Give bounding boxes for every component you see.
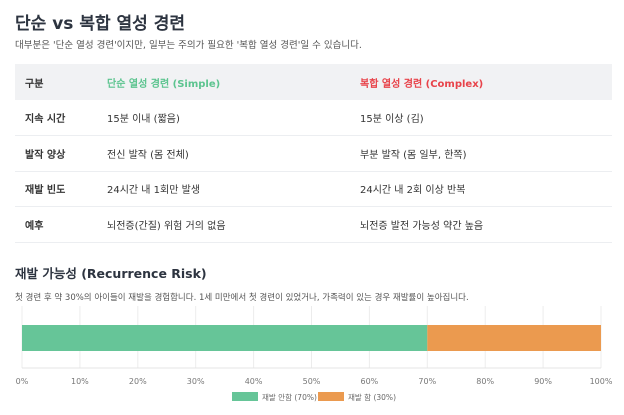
header-category: 구분 bbox=[15, 64, 107, 100]
legend-swatch bbox=[318, 392, 344, 401]
header-simple: 단순 열성 경련 (Simple) bbox=[107, 64, 360, 100]
row-label: 예후 bbox=[15, 206, 107, 243]
legend-swatch bbox=[232, 392, 258, 401]
complex-cell: 24시간 내 2회 이상 반복 bbox=[360, 171, 612, 207]
x-tick-label: 80% bbox=[476, 377, 494, 386]
table-row: 지속 시간 15분 이내 (짧음) 15분 이상 (김) bbox=[15, 100, 612, 136]
risk-title: 재발 가능성 (Recurrence Risk) bbox=[15, 266, 207, 281]
x-tick-label: 40% bbox=[245, 377, 263, 386]
x-tick-label: 10% bbox=[71, 377, 89, 386]
bar-segment bbox=[22, 325, 428, 351]
header-complex: 복합 열성 경련 (Complex) bbox=[360, 64, 612, 100]
x-tick-label: 90% bbox=[534, 377, 552, 386]
simple-cell: 15분 이내 (짧음) bbox=[107, 100, 360, 136]
bar-segment bbox=[427, 325, 601, 351]
row-label: 지속 시간 bbox=[15, 100, 107, 136]
x-tick-label: 30% bbox=[187, 377, 205, 386]
x-tick-label: 20% bbox=[129, 377, 147, 386]
recurrence-chart: 0% 10% 20% 30% 40% 50% 60% 70% 80% 90% 100% 재발 안함 (… bbox=[16, 306, 613, 402]
table-row: 재발 빈도 24시간 내 1회만 발생 24시간 내 2회 이상 반복 bbox=[15, 171, 612, 207]
risk-description: 첫 경련 후 약 30%의 아이들이 재발을 경험합니다. 1세 미만에서 첫 … bbox=[15, 293, 469, 303]
comparison-table: 구분 단순 열성 경련 (Simple) 복합 열성 경련 (Complex) … bbox=[15, 64, 612, 243]
page-title: 단순 vs 복합 열성 경련 bbox=[15, 14, 185, 34]
x-tick-label: 60% bbox=[361, 377, 379, 386]
legend-label: 재발 안함 (70%) bbox=[262, 392, 317, 402]
x-tick-label: 70% bbox=[418, 377, 436, 386]
complex-cell: 부분 발작 (몸 일부, 한쪽) bbox=[360, 135, 612, 172]
simple-cell: 뇌전증(간질) 위험 거의 없음 bbox=[107, 206, 360, 243]
page-subtitle: 대부분은 '단순 열성 경련'이지만, 일부는 주의가 필요한 '복합 열성 경… bbox=[15, 40, 362, 51]
x-tick-label: 0% bbox=[16, 377, 29, 386]
complex-cell: 15분 이상 (김) bbox=[360, 100, 612, 136]
complex-cell: 뇌전증 발전 가능성 약간 높음 bbox=[360, 206, 612, 243]
simple-cell: 24시간 내 1회만 발생 bbox=[107, 171, 360, 207]
table-row: 발작 양상 전신 발작 (몸 전체) 부분 발작 (몸 일부, 한쪽) bbox=[15, 135, 612, 172]
simple-cell: 전신 발작 (몸 전체) bbox=[107, 135, 360, 172]
row-label: 발작 양상 bbox=[15, 135, 107, 172]
x-tick-label: 50% bbox=[303, 377, 321, 386]
row-label: 재발 빈도 bbox=[15, 171, 107, 207]
table-row: 예후 뇌전증(간질) 위험 거의 없음 뇌전증 발전 가능성 약간 높음 bbox=[15, 206, 612, 243]
legend-label: 재발 함 (30%) bbox=[348, 393, 396, 402]
x-tick-label: 100% bbox=[590, 377, 613, 386]
